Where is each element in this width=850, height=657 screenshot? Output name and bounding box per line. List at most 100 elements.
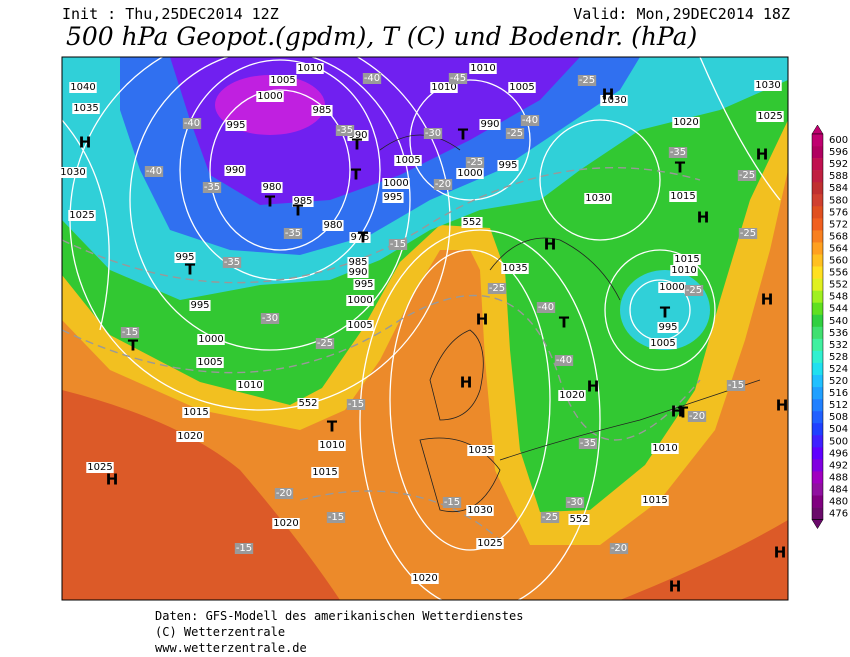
colorbar-label: 484 <box>829 484 848 495</box>
isobar-label-box <box>68 210 96 221</box>
isobar-label-box <box>347 267 369 278</box>
temperature-label-box <box>433 179 453 190</box>
isobar-label: 1000 <box>383 178 408 189</box>
temperature-label-box <box>260 313 280 324</box>
isobar-label: 1010 <box>319 440 344 451</box>
isobar-label: 1010 <box>297 63 322 74</box>
temperature-label: -15 <box>236 543 252 554</box>
isobar-label: 1005 <box>509 82 534 93</box>
temperature-label: -35 <box>337 125 353 136</box>
isobar-label-box <box>754 80 782 91</box>
colorbar-swatch <box>812 375 823 388</box>
low-center: T <box>458 126 469 144</box>
field-warm <box>62 390 340 600</box>
isobar-label-box <box>649 338 677 349</box>
temperature-label: -35 <box>580 438 596 449</box>
temperature-label: -25 <box>579 75 595 86</box>
temperature-label-box <box>540 512 560 523</box>
colorbar-label: 524 <box>829 364 848 375</box>
isobar-label: 985 <box>293 196 312 207</box>
isobar-label: 1030 <box>60 167 85 178</box>
colorbar-label: 588 <box>829 171 848 182</box>
height-label-box <box>297 398 319 409</box>
colorbar-frame <box>811 133 824 520</box>
colorbar-swatch <box>812 134 823 147</box>
isobar-label-box <box>311 467 339 478</box>
colorbar-swatch <box>812 266 823 279</box>
low-center: T <box>327 418 338 436</box>
colorbar-swatch <box>812 338 823 352</box>
high-center: H <box>587 378 600 396</box>
temperature-label: -15 <box>390 239 406 250</box>
temperature-label: -35 <box>204 182 220 193</box>
isobar-label: 1015 <box>670 191 695 202</box>
temperature-label: -20 <box>435 179 451 190</box>
low-center: T <box>678 404 689 422</box>
isobar-label: 1005 <box>270 75 295 86</box>
isobar-label: 990 <box>348 130 367 141</box>
colorbar-label: 508 <box>829 412 848 423</box>
temperature-label-box <box>738 228 758 239</box>
high-center: H <box>671 403 684 421</box>
temperature-label: -15 <box>348 399 364 410</box>
colorbar-swatch <box>812 362 823 376</box>
isobar-label-box <box>225 120 247 131</box>
colorbar-label: 584 <box>829 183 848 194</box>
isobar-label-box <box>269 75 297 86</box>
colorbar-swatch <box>812 423 823 436</box>
isobar-label-box <box>476 538 504 549</box>
high-center: H <box>697 209 710 227</box>
isobar-label: 1010 <box>652 443 677 454</box>
isobar-label: 1035 <box>73 103 98 114</box>
isobar-label: 1020 <box>273 518 298 529</box>
temperature-label-box <box>335 125 355 136</box>
isobar-label-box <box>272 518 300 529</box>
temperature-label: -30 <box>262 313 278 324</box>
isobar-label: 995 <box>190 300 209 311</box>
isobar-label: 990 <box>480 119 499 130</box>
temperature-label-box <box>726 380 746 391</box>
low-center: T <box>293 202 304 220</box>
temperature-label-box <box>577 75 597 86</box>
isobar-label-box <box>430 82 458 93</box>
colorbar-swatch <box>812 447 823 460</box>
isobar-label: 1025 <box>87 462 112 473</box>
temperature-label: -15 <box>444 497 460 508</box>
isobar-label: 1030 <box>585 193 610 204</box>
temperature-label: -25 <box>542 512 558 523</box>
colorbar-label: 528 <box>829 352 848 363</box>
isobar-label-box <box>469 63 497 74</box>
temperature-label: -25 <box>740 228 756 239</box>
height-label-box <box>568 514 590 525</box>
temperature-label-box <box>668 147 688 158</box>
colorbar-swatch <box>812 326 823 340</box>
map-title: 500 hPa Geopot.(gpdm), T (C) und Bodendr… <box>66 22 697 51</box>
isobar-label-box <box>600 95 628 106</box>
colorbar-label: 592 <box>829 159 848 170</box>
colorbar-label: 596 <box>829 147 848 158</box>
temperature-label: -30 <box>425 128 441 139</box>
isobar-label-box <box>296 63 324 74</box>
colorbar-label: 560 <box>829 256 848 267</box>
temperature-label-box <box>684 285 704 296</box>
high-center: H <box>761 291 774 309</box>
high-center: H <box>460 374 473 392</box>
colorbar-swatch <box>812 495 823 508</box>
temperature-label-box <box>202 182 222 193</box>
isobar-label-box <box>311 105 333 116</box>
isobar-label-box <box>349 232 371 243</box>
temperature-label: -40 <box>538 302 554 313</box>
isobar-label-box <box>322 220 344 231</box>
high-center: H <box>106 471 119 489</box>
isobar-label-box <box>292 196 314 207</box>
isobar-label-box <box>261 182 283 193</box>
low-center: T <box>675 159 686 177</box>
coastlines <box>379 134 761 512</box>
isobar-label: 1025 <box>477 538 502 549</box>
colorbar-swatch <box>812 206 823 219</box>
low-center: T <box>559 314 570 332</box>
isobar-label: 995 <box>658 322 677 333</box>
init-time: Init : Thu,25DEC2014 12Z <box>62 5 279 23</box>
isobar-label-box <box>641 495 669 506</box>
